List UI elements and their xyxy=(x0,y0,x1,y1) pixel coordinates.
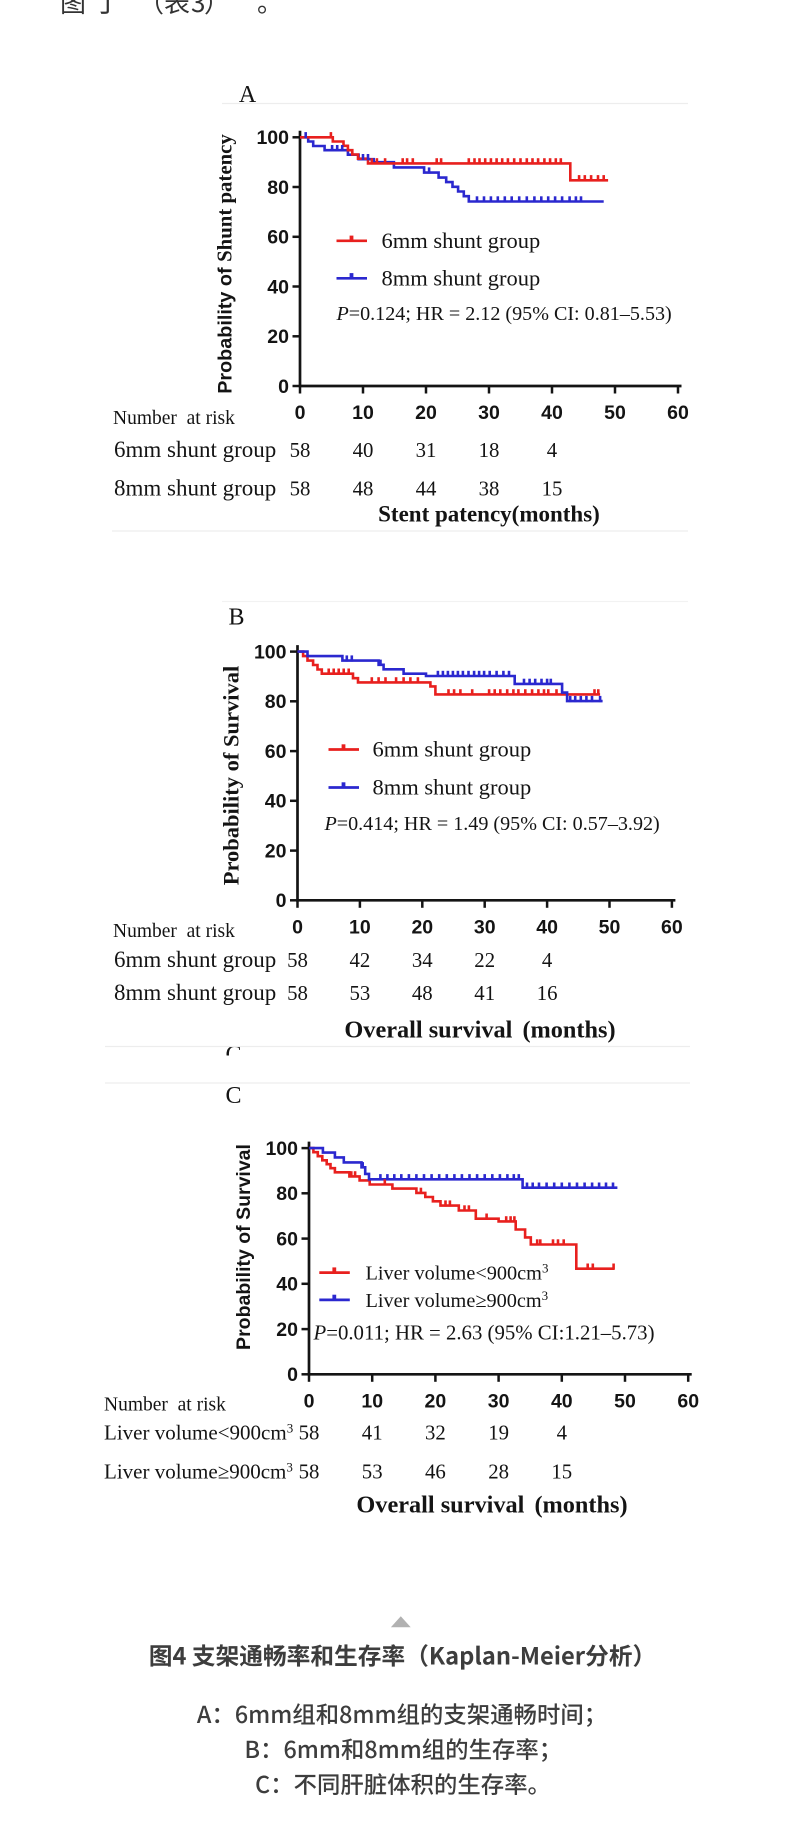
svg-text:100: 100 xyxy=(256,127,289,149)
svg-text:58: 58 xyxy=(287,949,308,972)
svg-text:10: 10 xyxy=(361,1390,383,1412)
svg-text:Liver volume≥900cm3: Liver volume≥900cm3 xyxy=(104,1460,293,1484)
svg-text:40: 40 xyxy=(276,1274,298,1296)
svg-text:40: 40 xyxy=(267,276,289,298)
svg-text:53: 53 xyxy=(350,982,371,1005)
svg-text:0: 0 xyxy=(304,1390,315,1412)
svg-text:C: C xyxy=(225,1083,241,1109)
svg-text:6mm shunt group: 6mm shunt group xyxy=(382,228,541,253)
svg-text:6mm shunt group: 6mm shunt group xyxy=(114,437,276,462)
svg-text:8mm shunt group: 8mm shunt group xyxy=(382,265,541,290)
svg-text:30: 30 xyxy=(478,402,500,424)
svg-text:50: 50 xyxy=(614,1390,636,1412)
svg-text:30: 30 xyxy=(488,1390,510,1412)
svg-text:8mm shunt group: 8mm shunt group xyxy=(114,980,276,1005)
svg-text:15: 15 xyxy=(542,477,563,500)
svg-text:60: 60 xyxy=(667,402,689,424)
svg-text:4: 4 xyxy=(557,1422,568,1445)
svg-text:10: 10 xyxy=(352,402,374,424)
svg-text:58: 58 xyxy=(287,982,308,1005)
svg-text:P=0.124; HR = 2.12 (95% CI: 0.: P=0.124; HR = 2.12 (95% CI: 0.81–5.53) xyxy=(336,303,672,325)
svg-text:16: 16 xyxy=(537,982,558,1005)
svg-text:0: 0 xyxy=(278,376,289,398)
svg-text:4: 4 xyxy=(547,439,558,462)
svg-text:80: 80 xyxy=(267,177,289,199)
svg-text:32: 32 xyxy=(425,1422,446,1445)
svg-text:Overall survival(months): Overall survival (months) xyxy=(344,1017,615,1044)
svg-text:34: 34 xyxy=(412,949,433,972)
svg-text:60: 60 xyxy=(265,741,287,763)
svg-text:0: 0 xyxy=(295,402,306,424)
svg-text:20: 20 xyxy=(415,402,437,424)
svg-text:Stent patency(months): Stent patency(months) xyxy=(378,502,600,527)
svg-text:10: 10 xyxy=(349,916,371,938)
svg-text:Liver volume≥900cm3: Liver volume≥900cm3 xyxy=(366,1288,549,1312)
svg-text:58: 58 xyxy=(299,1422,320,1445)
svg-text:Liver volume<900cm3: Liver volume<900cm3 xyxy=(366,1261,549,1285)
svg-text:30: 30 xyxy=(474,916,496,938)
svg-text:80: 80 xyxy=(265,691,287,713)
svg-text:15: 15 xyxy=(551,1461,572,1484)
svg-text:48: 48 xyxy=(412,982,433,1005)
svg-text:18: 18 xyxy=(479,439,500,462)
svg-text:60: 60 xyxy=(677,1390,699,1412)
svg-text:38: 38 xyxy=(479,477,500,500)
svg-text:Liver volume<900cm3: Liver volume<900cm3 xyxy=(104,1421,293,1445)
svg-text:19: 19 xyxy=(488,1422,509,1445)
svg-text:40: 40 xyxy=(265,791,287,813)
svg-text:46: 46 xyxy=(425,1461,446,1484)
svg-text:20: 20 xyxy=(276,1319,298,1341)
svg-text:41: 41 xyxy=(474,982,495,1005)
svg-text:20: 20 xyxy=(411,916,433,938)
svg-text:80: 80 xyxy=(276,1183,298,1205)
svg-text:41: 41 xyxy=(362,1422,383,1445)
svg-text:6mm shunt group: 6mm shunt group xyxy=(114,947,276,972)
svg-text:B: B xyxy=(228,605,244,631)
svg-text:50: 50 xyxy=(599,916,621,938)
svg-text:58: 58 xyxy=(290,477,311,500)
svg-text:Number at risk: Number at risk xyxy=(113,408,235,429)
svg-text:31: 31 xyxy=(416,439,437,462)
svg-text:22: 22 xyxy=(474,949,495,972)
svg-text:Probability of Survival: Probability of Survival xyxy=(233,1144,255,1350)
svg-text:0: 0 xyxy=(276,890,287,912)
svg-text:50: 50 xyxy=(604,402,626,424)
svg-text:Probability of Survival: Probability of Survival xyxy=(219,666,244,886)
svg-text:48: 48 xyxy=(353,477,374,500)
svg-text:Probability of Shunt patency: Probability of Shunt patency xyxy=(214,134,237,394)
svg-text:C: C xyxy=(225,1042,241,1068)
svg-text:20: 20 xyxy=(267,326,289,348)
svg-text:0: 0 xyxy=(292,916,303,938)
svg-text:60: 60 xyxy=(661,916,683,938)
svg-text:28: 28 xyxy=(488,1461,509,1484)
svg-text:Number at risk: Number at risk xyxy=(104,1395,226,1416)
svg-text:100: 100 xyxy=(265,1138,298,1160)
svg-text:20: 20 xyxy=(425,1390,447,1412)
svg-text:A: A xyxy=(239,82,257,108)
svg-text:40: 40 xyxy=(353,439,374,462)
svg-text:40: 40 xyxy=(541,402,563,424)
svg-text:8mm shunt group: 8mm shunt group xyxy=(114,475,276,500)
svg-text:40: 40 xyxy=(536,916,558,938)
svg-text:0: 0 xyxy=(287,1364,298,1386)
svg-text:20: 20 xyxy=(265,840,287,862)
svg-text:Number at risk: Number at risk xyxy=(113,921,235,942)
svg-text:53: 53 xyxy=(362,1461,383,1484)
svg-text:P=0.414; HR = 1.49 (95% CI: 0.: P=0.414; HR = 1.49 (95% CI: 0.57–3.92) xyxy=(324,813,660,835)
svg-text:58: 58 xyxy=(290,439,311,462)
svg-text:4: 4 xyxy=(542,949,553,972)
svg-text:44: 44 xyxy=(416,477,437,500)
svg-text:60: 60 xyxy=(276,1228,298,1250)
svg-text:P=0.011; HR = 2.63 (95% CI:1.2: P=0.011; HR = 2.63 (95% CI:1.21–5.73) xyxy=(313,1322,655,1345)
svg-text:40: 40 xyxy=(551,1390,573,1412)
svg-text:100: 100 xyxy=(254,641,287,663)
svg-text:6mm shunt group: 6mm shunt group xyxy=(373,737,532,762)
svg-text:60: 60 xyxy=(267,227,289,249)
svg-text:8mm shunt group: 8mm shunt group xyxy=(373,775,532,800)
svg-text:Overall survival(months): Overall survival (months) xyxy=(356,1492,627,1519)
svg-text:42: 42 xyxy=(350,949,371,972)
svg-text:58: 58 xyxy=(299,1461,320,1484)
